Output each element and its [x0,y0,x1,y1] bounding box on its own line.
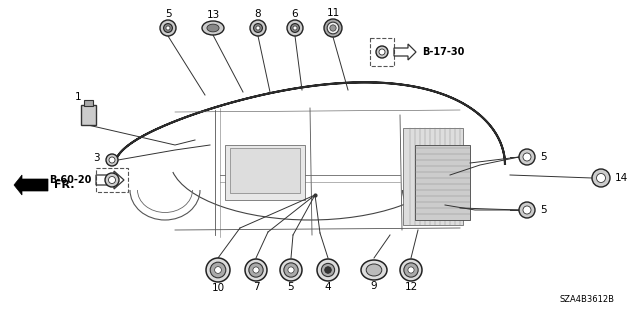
Text: 9: 9 [371,281,378,291]
Circle shape [400,259,422,281]
Text: 5: 5 [164,9,172,19]
Text: 1: 1 [75,92,81,102]
Text: 14: 14 [615,173,628,183]
Text: 3: 3 [93,153,100,163]
Circle shape [164,24,172,33]
Bar [84,100,93,106]
Text: 12: 12 [404,282,418,292]
Circle shape [596,174,605,182]
Text: 5: 5 [540,205,547,215]
Circle shape [330,25,336,31]
Text: 8: 8 [255,9,261,19]
Circle shape [592,169,610,187]
Circle shape [519,202,535,218]
Circle shape [519,149,535,165]
Circle shape [293,26,297,30]
Circle shape [523,206,531,214]
Circle shape [376,46,388,58]
Text: 5: 5 [540,152,547,162]
Bar [225,145,305,200]
Text: 10: 10 [211,283,225,293]
Text: 13: 13 [206,10,220,20]
Text: 5: 5 [288,282,294,292]
Ellipse shape [207,24,219,32]
Circle shape [291,24,300,33]
Circle shape [166,26,170,30]
Polygon shape [115,82,505,165]
Circle shape [404,263,418,277]
Circle shape [256,26,260,30]
Circle shape [321,263,335,277]
Ellipse shape [361,260,387,280]
Circle shape [250,20,266,36]
Bar [230,148,300,193]
Circle shape [105,173,119,187]
Bar [415,145,470,220]
Text: SZA4B3612B: SZA4B3612B [560,295,615,305]
Circle shape [245,259,267,281]
Circle shape [160,20,176,36]
Bar [403,128,463,225]
Circle shape [523,153,531,161]
Circle shape [206,258,230,282]
Bar [81,105,96,125]
Text: 7: 7 [253,282,259,292]
Text: 11: 11 [326,8,340,18]
Circle shape [249,263,263,277]
Circle shape [327,22,339,34]
Circle shape [288,267,294,273]
Text: FR.: FR. [54,180,74,190]
Polygon shape [14,175,48,195]
Text: B-17-30: B-17-30 [422,47,465,57]
Circle shape [408,267,414,273]
Circle shape [253,267,259,273]
Text: 6: 6 [292,9,298,19]
Circle shape [210,262,226,278]
Circle shape [324,267,332,273]
Circle shape [253,24,262,33]
Text: 4: 4 [324,282,332,292]
Circle shape [287,20,303,36]
Circle shape [317,259,339,281]
Text: B-60-20: B-60-20 [50,175,92,185]
Circle shape [280,259,302,281]
Circle shape [324,19,342,37]
Circle shape [109,157,115,163]
Circle shape [214,267,221,273]
Circle shape [109,176,115,183]
Circle shape [284,263,298,277]
Ellipse shape [202,21,224,35]
Circle shape [106,154,118,166]
Circle shape [379,49,385,55]
Ellipse shape [366,264,382,276]
